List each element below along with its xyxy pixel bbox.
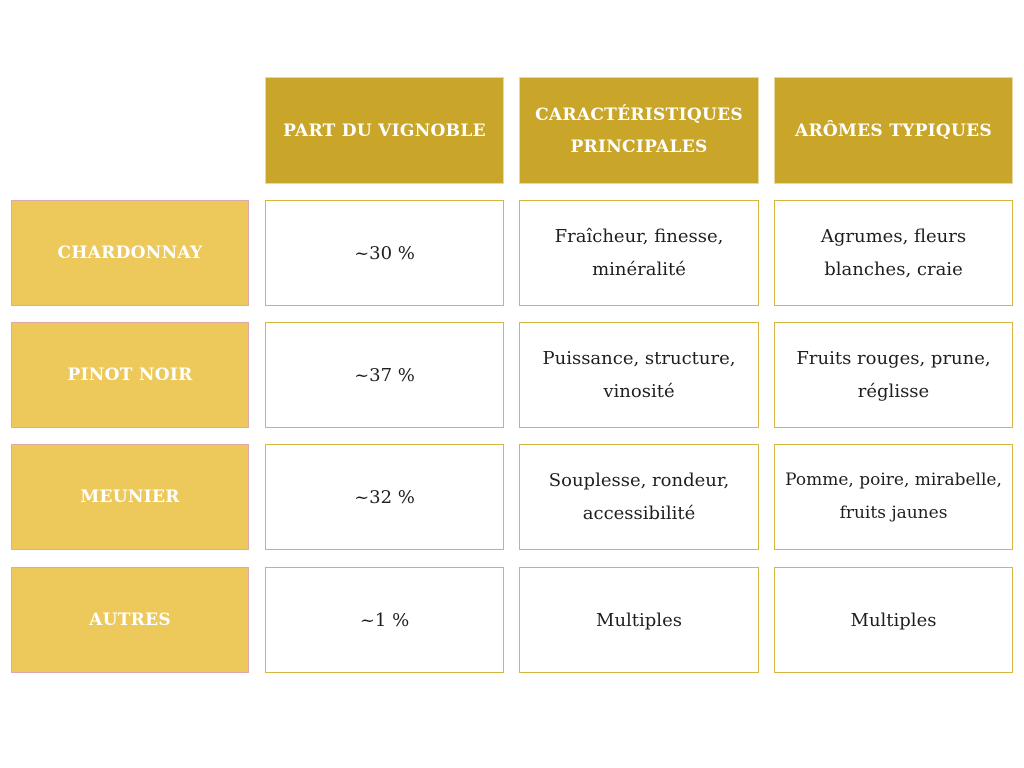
table-cell-share: ~1 %	[265, 567, 504, 673]
cell-text: Agrumes, fleurs blanches, craie	[820, 226, 967, 280]
table-cell-aromas: Multiples	[774, 567, 1013, 673]
cell-text: ~1 %	[359, 609, 410, 631]
cell-text: Pomme, poire, mirabelle, fruits jaunes	[785, 470, 1002, 523]
cell-text: ~37 %	[354, 364, 415, 386]
table-cell-aromas: Fruits rouges, prune, réglisse	[774, 322, 1013, 428]
row-header-label: AUTRES	[89, 610, 171, 630]
row-header-pinot-noir: PINOT NOIR	[11, 322, 249, 428]
table-cell-aromas: Agrumes, fleurs blanches, craie	[774, 200, 1013, 306]
cell-text: Fruits rouges, prune, réglisse	[796, 348, 991, 402]
column-header-label: CARACTÉRISTIQUES PRINCIPALES	[535, 104, 743, 157]
table-cell-characteristics: Puissance, structure, vinosité	[519, 322, 759, 428]
cell-text: ~30 %	[354, 242, 415, 264]
table-cell-aromas: Pomme, poire, mirabelle, fruits jaunes	[774, 444, 1013, 550]
cell-text: Puissance, structure, vinosité	[542, 348, 736, 402]
row-header-chardonnay: CHARDONNAY	[11, 200, 249, 306]
row-header-autres: AUTRES	[11, 567, 249, 673]
row-header-label: MEUNIER	[80, 487, 180, 507]
cell-text: Fraîcheur, finesse, minéralité	[554, 226, 724, 280]
cell-text: Souplesse, rondeur, accessibilité	[548, 470, 730, 524]
cell-text: Multiples	[596, 609, 682, 631]
cell-text: ~32 %	[354, 486, 415, 508]
column-header-aromes: ARÔMES TYPIQUES	[774, 77, 1013, 184]
table-cell-share: ~32 %	[265, 444, 504, 550]
table-cell-characteristics: Multiples	[519, 567, 759, 673]
cell-text: Multiples	[850, 609, 937, 631]
column-header-label: PART DU VIGNOBLE	[283, 120, 486, 141]
table-cell-characteristics: Souplesse, rondeur, accessibilité	[519, 444, 759, 550]
table-cell-share: ~30 %	[265, 200, 504, 306]
row-header-label: PINOT NOIR	[67, 365, 193, 385]
column-header-label: ARÔMES TYPIQUES	[795, 120, 992, 141]
row-header-label: CHARDONNAY	[57, 243, 203, 263]
column-header-caracteristiques: CARACTÉRISTIQUES PRINCIPALES	[519, 77, 759, 184]
column-header-part-du-vignoble: PART DU VIGNOBLE	[265, 77, 504, 184]
table-cell-characteristics: Fraîcheur, finesse, minéralité	[519, 200, 759, 306]
row-header-meunier: MEUNIER	[11, 444, 249, 550]
table-cell-share: ~37 %	[265, 322, 504, 428]
